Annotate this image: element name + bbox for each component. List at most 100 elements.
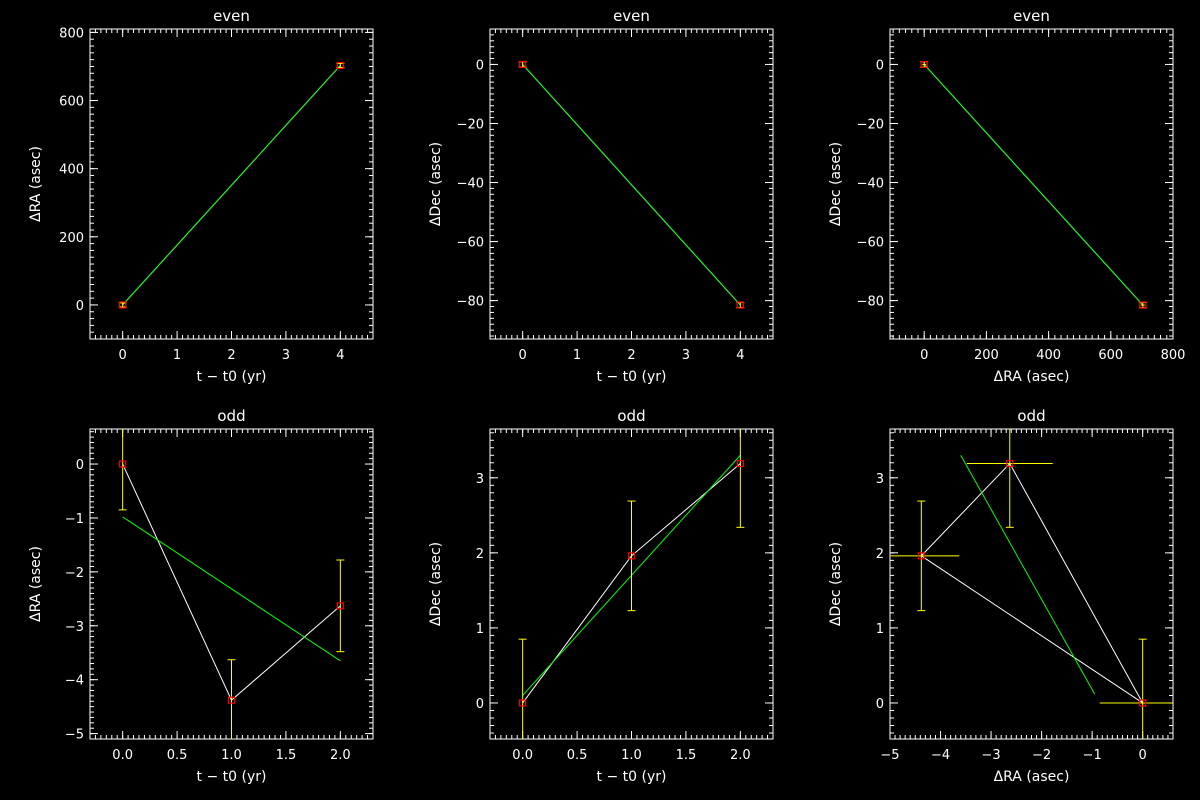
x-tick-label: 400 <box>1036 348 1061 363</box>
x-tick-label: 1.0 <box>621 748 642 763</box>
chart-title: odd <box>217 407 245 425</box>
x-tick-label: 2.0 <box>730 748 751 763</box>
y-tick-label: 0 <box>76 458 84 473</box>
y-tick-label: −80 <box>457 295 484 310</box>
data-point-marker <box>519 699 527 707</box>
data-point-marker <box>336 61 344 70</box>
x-axis-label: ΔRA (asec) <box>994 369 1070 385</box>
data-point-marker <box>519 60 527 69</box>
y-tick-label: 0 <box>76 299 84 314</box>
x-tick-label: 3 <box>282 348 290 363</box>
y-tick-label: 400 <box>59 163 84 178</box>
y-tick-label: 2 <box>476 547 484 562</box>
x-tick-label: 1.5 <box>676 748 697 763</box>
chart-title: even <box>1013 7 1050 25</box>
fit-line <box>923 64 1144 306</box>
panel-1: even 0 1 2 3 4 0 200 400 600 800 t − t0 (yr) ΔRA (as… <box>28 7 374 385</box>
y-tick-label: −3 <box>65 620 84 635</box>
data-point-marker <box>227 696 236 704</box>
y-tick-label: −5 <box>65 728 84 743</box>
data-point-marker <box>1006 459 1014 468</box>
y-tick-label: −80 <box>857 295 884 310</box>
y-tick-label: 0 <box>476 697 484 712</box>
y-tick-label: −2 <box>65 566 84 581</box>
x-tick-label: 800 <box>1161 348 1186 363</box>
x-tick-label: −3 <box>981 748 1000 763</box>
panel-6: odd −5 −4 −3 −2 −1 0 0 1 2 3 ΔRA (asec) ΔDec (asec) <box>828 407 1174 785</box>
y-tick-label: 0 <box>876 697 884 712</box>
y-tick-label: 800 <box>59 26 84 41</box>
data-point-marker <box>736 301 744 309</box>
x-tick-label: 0.5 <box>567 748 588 763</box>
y-axis-label: ΔDec (asec) <box>828 142 844 226</box>
x-axis-label: t − t0 (yr) <box>597 769 667 785</box>
x-tick-label: 4 <box>736 348 744 363</box>
data-point-marker <box>119 301 127 309</box>
x-tick-label: 1.0 <box>221 748 242 763</box>
x-axis-label: t − t0 (yr) <box>197 369 267 385</box>
plot-frame <box>889 28 1174 340</box>
data-point-marker <box>920 60 928 69</box>
plot-frame <box>889 428 1174 740</box>
panel-2: even 0 1 2 3 4 −80 −60 −40 −20 0 t − t0 (yr) ΔDec (a… <box>428 7 774 385</box>
data-point-marker <box>119 460 127 468</box>
chart-title: odd <box>617 407 645 425</box>
data-point-marker <box>1139 301 1147 309</box>
y-tick-label: 600 <box>59 95 84 110</box>
x-tick-label: 0 <box>1139 748 1147 763</box>
y-tick-label: −4 <box>65 674 84 689</box>
y-axis-label: ΔRA (asec) <box>28 546 44 622</box>
y-tick-label: 3 <box>476 472 484 487</box>
x-tick-label: 0 <box>920 348 928 363</box>
data-point-marker <box>736 459 744 468</box>
x-tick-label: −4 <box>931 748 950 763</box>
y-tick-label: −60 <box>857 236 884 251</box>
x-tick-label: 0 <box>519 348 527 363</box>
panel-5: odd 0.0 0.5 1.0 1.5 2.0 0 1 2 3 t − t0 (yr) ΔDec (a… <box>428 407 774 785</box>
x-tick-label: 2 <box>227 348 235 363</box>
y-tick-label: −20 <box>857 117 884 132</box>
y-tick-label: 1 <box>476 622 484 637</box>
x-tick-label: −2 <box>1032 748 1051 763</box>
y-tick-label: −40 <box>457 177 484 192</box>
x-axis-label: ΔRA (asec) <box>994 769 1070 785</box>
chart-title: even <box>613 7 650 25</box>
data-point-marker <box>627 552 636 560</box>
chart-title: even <box>213 7 250 25</box>
y-axis-label: ΔDec (asec) <box>828 542 844 626</box>
fit-line <box>960 455 1096 695</box>
data-point-marker <box>336 602 344 610</box>
data-point-marker <box>1139 699 1147 707</box>
x-tick-label: −1 <box>1083 748 1102 763</box>
x-tick-label: 1 <box>173 348 181 363</box>
x-tick-label: 0.5 <box>167 748 188 763</box>
y-axis-label: ΔRA (asec) <box>28 146 44 222</box>
y-tick-label: 3 <box>876 472 884 487</box>
panel-3: even 0 200 400 600 800 −80 −60 −40 −20 0 ΔRA (asec)… <box>828 7 1185 385</box>
y-axis-label: ΔDec (asec) <box>428 542 444 626</box>
x-tick-label: 600 <box>1098 348 1123 363</box>
y-tick-label: 0 <box>876 58 884 73</box>
x-tick-label: 0 <box>119 348 127 363</box>
fit-line <box>122 65 341 306</box>
x-tick-label: 0.0 <box>512 748 533 763</box>
y-tick-label: −40 <box>857 177 884 192</box>
x-axis-label: t − t0 (yr) <box>197 769 267 785</box>
y-axis-label: ΔDec (asec) <box>428 142 444 226</box>
panel-4: odd 0.0 0.5 1.0 1.5 2.0 −5 −4 −3 −2 −1 0 t − t0 (yr)… <box>28 407 374 785</box>
x-tick-label: 4 <box>336 348 344 363</box>
y-tick-label: 1 <box>876 622 884 637</box>
data-line <box>920 462 1144 704</box>
y-tick-label: 200 <box>59 231 84 246</box>
y-tick-label: 0 <box>476 58 484 73</box>
x-tick-label: −5 <box>880 748 899 763</box>
x-tick-label: 0.0 <box>112 748 133 763</box>
x-tick-label: 1 <box>573 348 581 363</box>
x-tick-label: 2 <box>627 348 635 363</box>
y-tick-label: 2 <box>876 547 884 562</box>
x-tick-label: 200 <box>974 348 999 363</box>
x-tick-label: 1.5 <box>276 748 297 763</box>
fit-line <box>522 64 741 306</box>
y-tick-label: −60 <box>457 236 484 251</box>
x-tick-label: 2.0 <box>330 748 351 763</box>
